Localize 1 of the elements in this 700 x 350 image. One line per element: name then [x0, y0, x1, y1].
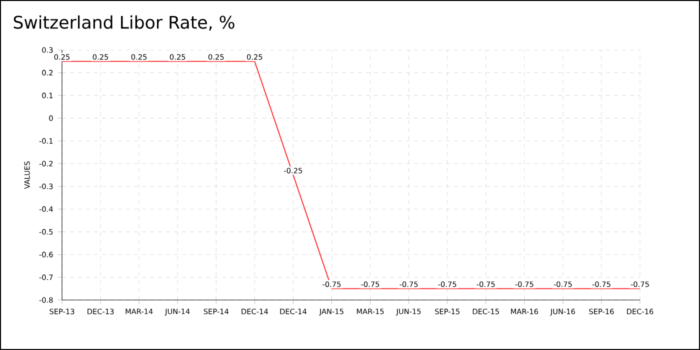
- chart-title: Switzerland Libor Rate, %: [14, 15, 234, 31]
